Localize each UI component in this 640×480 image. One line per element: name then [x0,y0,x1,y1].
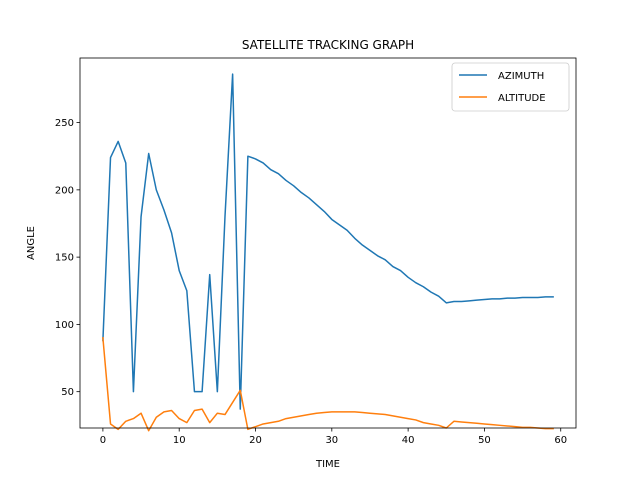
y-tick-label: 50 [61,387,74,398]
y-tick-label: 100 [55,320,74,331]
x-axis-label: TIME [315,459,340,470]
x-tick-label: 0 [100,435,106,446]
y-tick-label: 200 [55,185,74,196]
y-tick-label: 150 [55,253,74,264]
x-tick-label: 30 [325,435,338,446]
chart-title: SATELLITE TRACKING GRAPH [242,38,414,52]
y-axis-label: ANGLE [26,226,37,260]
x-tick-label: 40 [402,435,415,446]
series-line-azimuth [102,73,554,410]
legend-label-altitude: ALTITUDE [498,93,546,104]
series-line-altitude [102,337,554,432]
legend: AZIMUTH ALTITUDE [451,62,570,112]
x-tick-label: 50 [478,435,491,446]
legend-label-azimuth: AZIMUTH [498,71,544,82]
axes-frame [79,57,577,429]
x-tick-label: 20 [249,435,262,446]
x-tick-label: 60 [554,435,567,446]
y-tick-label: 250 [55,118,74,129]
x-tick-label: 10 [173,435,186,446]
plot-area: 0 10 20 30 40 50 60 50 100 150 200 250 [55,57,577,446]
